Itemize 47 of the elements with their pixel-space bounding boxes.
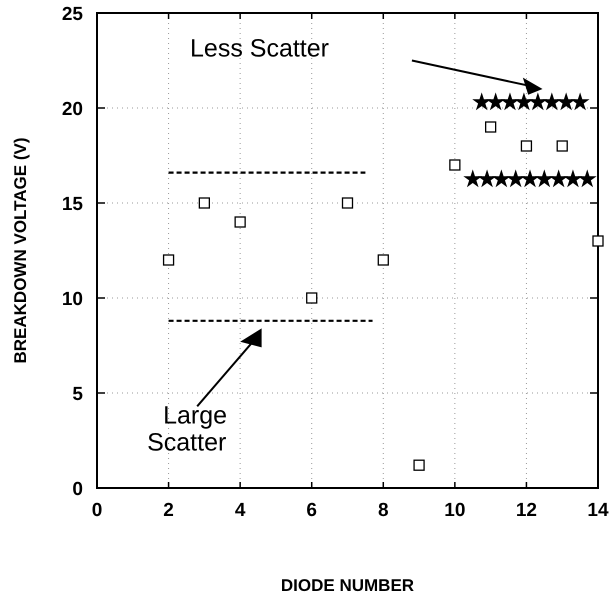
point [549, 169, 568, 188]
annotation: Large Scatter [147, 401, 228, 456]
point [486, 92, 506, 110]
point [478, 169, 496, 188]
point [463, 169, 482, 188]
point [514, 92, 534, 110]
x-tick-label: 0 [92, 500, 102, 521]
point [342, 197, 354, 209]
point [520, 169, 540, 188]
x-tick-label: 10 [444, 500, 466, 521]
point [198, 197, 210, 209]
y-axis-title: BREAKDOWN VOLTAGE (V) [11, 137, 30, 364]
point [472, 92, 492, 110]
x-axis-title: DIODE NUMBER [280, 576, 414, 595]
y-tick-label: 15 [62, 194, 84, 215]
x-tick-label: 8 [378, 500, 389, 521]
y-tick-label: 10 [62, 289, 83, 310]
x-tick-label: 2 [163, 500, 174, 521]
y-tick-label: 5 [72, 384, 84, 405]
y-tick-label: 20 [62, 99, 83, 120]
point [484, 121, 496, 133]
point [162, 254, 174, 266]
point [500, 92, 520, 110]
annotation: Less Scatter [190, 34, 329, 63]
point [492, 169, 511, 188]
point [306, 292, 318, 304]
x-tick-label: 4 [234, 500, 246, 521]
point [378, 254, 389, 266]
point [556, 140, 568, 152]
point [506, 169, 526, 188]
point [413, 460, 425, 471]
point [556, 92, 576, 110]
point [449, 159, 461, 171]
x-tick-label: 12 [516, 500, 537, 521]
point [542, 92, 562, 110]
y-tick-label: 25 [62, 4, 84, 25]
point [570, 92, 590, 110]
x-tick-label: 6 [306, 500, 318, 521]
point [592, 235, 604, 247]
point [578, 169, 597, 188]
point [528, 92, 548, 110]
y-tick-label: 0 [72, 479, 83, 500]
point [520, 140, 532, 152]
point [534, 169, 554, 188]
x-tick-label: 14 [587, 500, 609, 521]
point [234, 216, 246, 228]
point [564, 169, 582, 188]
